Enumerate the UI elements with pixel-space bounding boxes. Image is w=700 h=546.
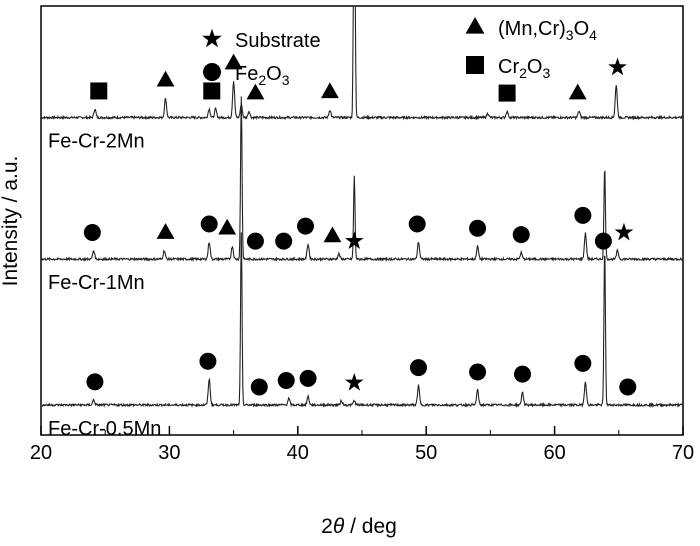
circle-marker — [619, 378, 637, 396]
circle-marker — [86, 373, 104, 391]
circle-marker — [594, 232, 612, 250]
y-axis-label: Intensity / a.u. — [0, 156, 22, 287]
circle-marker — [574, 354, 592, 372]
trace-label: Fe-Cr-1Mn — [48, 272, 145, 294]
trace-labels-group: Fe-Cr-2Mn Fe-Cr-1Mn Fe-Cr-0.5Mn — [48, 131, 161, 440]
triangle-marker — [568, 83, 587, 100]
square-marker — [90, 82, 108, 100]
legend-label: Substrate — [235, 30, 321, 52]
legend-circle-icon — [203, 63, 221, 81]
xrd-trace-fe-cr-0.5mn — [40, 232, 684, 409]
circle-marker — [199, 352, 217, 370]
circle-marker — [409, 359, 427, 377]
circle-marker — [275, 232, 293, 250]
circle-marker — [200, 215, 218, 233]
star-marker — [608, 57, 627, 76]
trace-label: Fe-Cr-0.5Mn — [48, 418, 161, 440]
legend-square-icon — [466, 56, 484, 74]
circle-marker — [299, 369, 317, 387]
star-marker — [614, 222, 634, 241]
triangle-marker — [323, 226, 342, 243]
circle-marker — [246, 232, 264, 250]
markers-group — [83, 53, 637, 396]
x-tick-label: 60 — [543, 442, 565, 464]
triangle-marker — [156, 70, 175, 87]
x-axis-label: 2θ / deg — [321, 515, 397, 538]
circle-marker — [83, 224, 101, 242]
triangle-marker — [156, 223, 175, 239]
xrd-trace-fe-cr-1mn — [40, 96, 684, 263]
x-tick-label: 50 — [415, 442, 437, 464]
legend-star-icon — [202, 28, 222, 48]
circle-marker — [408, 215, 426, 233]
circle-marker — [514, 365, 531, 383]
triangle-marker — [320, 82, 339, 99]
triangle-marker — [224, 53, 243, 70]
triangle-marker — [218, 218, 237, 235]
circle-marker — [297, 217, 315, 235]
circle-marker — [277, 372, 295, 390]
traces-group — [40, 5, 684, 409]
trace-label: Fe-Cr-2Mn — [48, 131, 145, 153]
legend-triangle-icon — [465, 17, 485, 34]
square-marker — [498, 84, 516, 102]
x-tick-label: 70 — [672, 442, 694, 464]
x-axis-ticks: 20 30 40 50 60 70 — [30, 426, 694, 464]
x-tick-label: 30 — [158, 442, 180, 464]
legend-label: (Mn,Cr)3O4 — [498, 18, 597, 43]
x-tick-label: 40 — [287, 442, 309, 464]
triangle-marker — [246, 83, 265, 100]
star-marker — [345, 231, 364, 250]
circle-marker — [512, 226, 530, 244]
star-marker — [345, 372, 364, 391]
legend-label: Cr2O3 — [498, 56, 550, 81]
xrd-trace-fe-cr-2mn — [40, 5, 684, 121]
x-tick-label: 20 — [30, 442, 52, 464]
legend-label: Fe2O3 — [235, 63, 290, 88]
circle-marker — [469, 219, 487, 237]
square-marker — [203, 82, 221, 100]
circle-marker — [574, 206, 592, 224]
legend: Substrate (Mn,Cr)3O4 Fe2O3 Cr2O3 — [202, 17, 597, 88]
circle-marker — [469, 363, 487, 381]
circle-marker — [250, 378, 268, 396]
